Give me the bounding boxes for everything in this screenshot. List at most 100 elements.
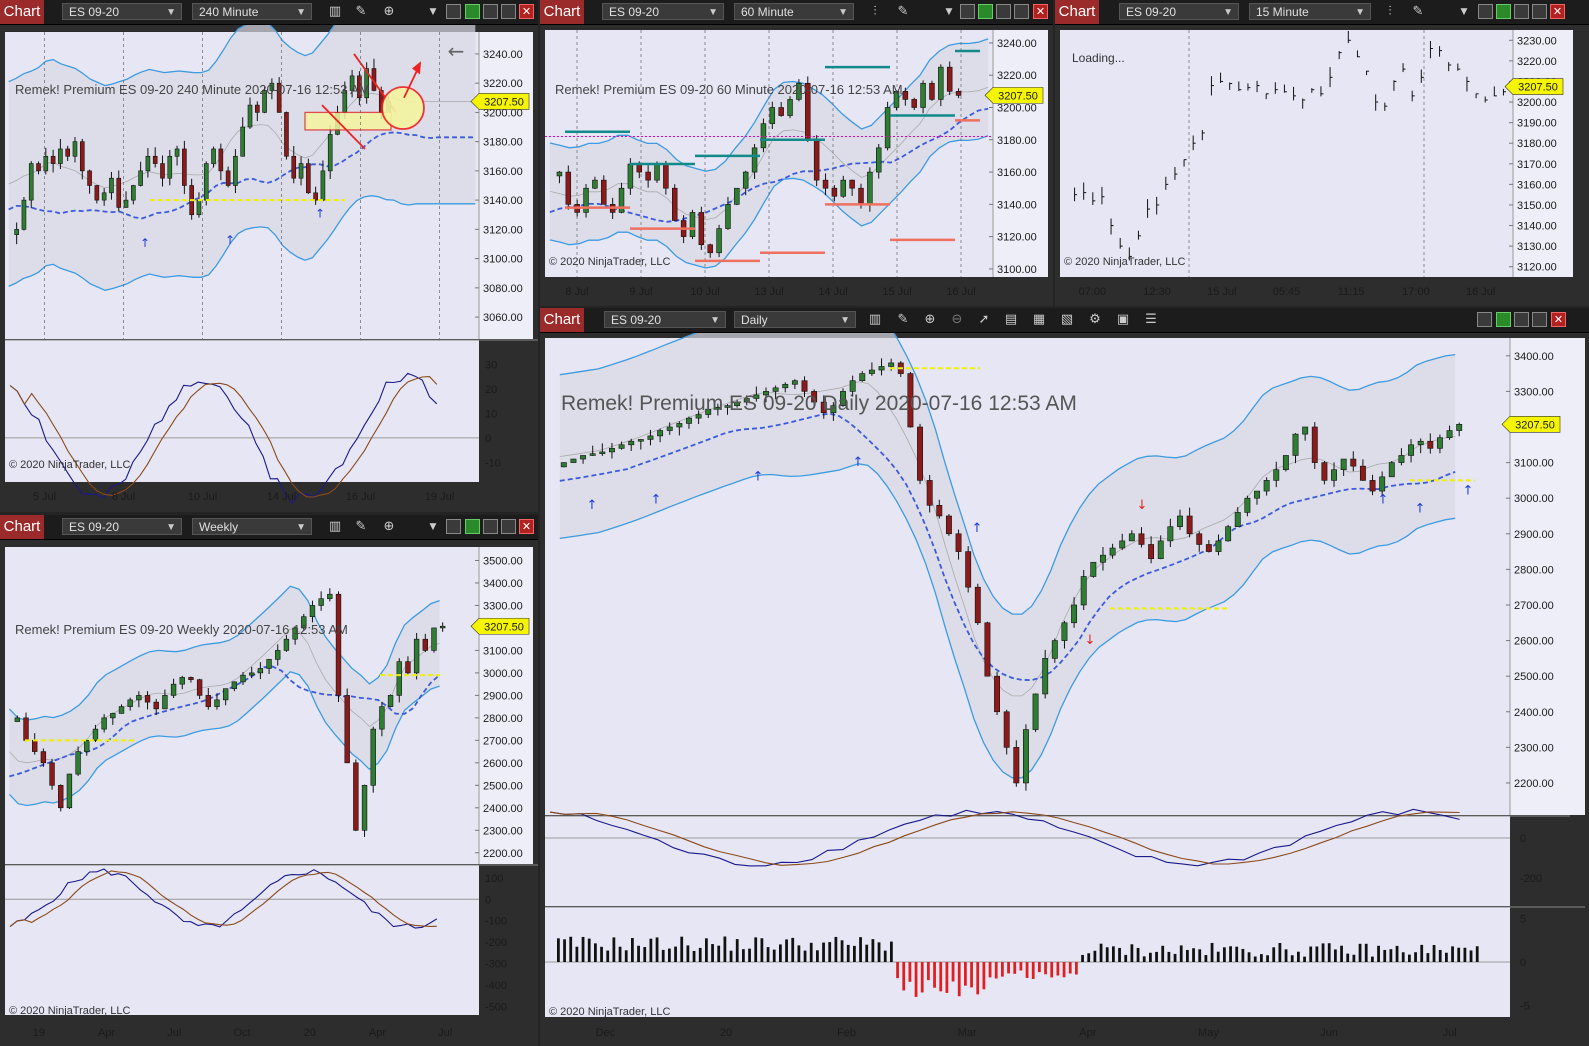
interval-selector[interactable]: Daily ▼ <box>734 311 856 328</box>
window-option-button[interactable] <box>446 4 461 19</box>
candle <box>984 622 991 677</box>
link-button[interactable] <box>978 4 993 19</box>
chart-15min[interactable]: 3120.00 3130.00 3140.00 3150.00 3160.00 3170.… <box>1055 25 1589 306</box>
minimize-button[interactable] <box>996 4 1011 19</box>
bar-type-icon[interactable]: ⫶ <box>873 4 877 19</box>
bar-type-icon[interactable]: ▥ <box>328 4 342 19</box>
window-option-button[interactable] <box>1478 4 1493 19</box>
zoom-in-icon[interactable]: ⊕ <box>924 312 936 327</box>
instrument-selector[interactable]: ES 09-20 ▼ <box>602 3 724 20</box>
buy-signal-icon: ↑ <box>315 207 325 221</box>
candle <box>1090 561 1097 577</box>
list-icon[interactable]: ☰ <box>1145 312 1157 327</box>
link-button[interactable] <box>1496 312 1511 327</box>
chart-window-15min[interactable]: Chart ES 09-20 ▼ 15 Minute ▼ ⫶ ✎ ▼ ✕ 3120.… <box>1055 0 1589 306</box>
histogram-bar <box>1426 953 1430 962</box>
chart-window-60min[interactable]: Chart ES 09-20 ▼ 60 Minute ▼ ⫶ ✎ ▼ ✕ 3100.… <box>540 0 1053 306</box>
chart-240min[interactable]: 3060.00 3080.00 3100.00 3120.00 3140.00 3160.… <box>0 25 538 512</box>
candle <box>647 435 654 440</box>
drawing-tool-icon[interactable]: ✎ <box>897 4 909 19</box>
minimize-button[interactable] <box>483 4 498 19</box>
close-button[interactable]: ✕ <box>519 519 534 534</box>
chart-window-240min[interactable]: Chart ES 09-20 ▼ 240 Minute ▼ ▥ ✎ ⊕ ▼ ✕ 30… <box>0 0 538 512</box>
drawing-tool-icon[interactable]: ✎ <box>355 4 367 19</box>
drawing-tool-icon[interactable]: ✎ <box>1412 4 1424 19</box>
chart-window-daily[interactable]: Chart ES 09-20 ▼ Daily ▼ ▥ ✎ ⊕ ⊖ ➚ ▤ ▦ ▧ ⚙… <box>540 308 1589 1046</box>
y-tick-label: 3000.00 <box>483 668 523 680</box>
close-button[interactable]: ✕ <box>1551 312 1566 327</box>
maximize-button[interactable] <box>1532 312 1547 327</box>
candle <box>618 187 625 213</box>
instrument-selector[interactable]: ES 09-20 ▼ <box>1119 3 1239 20</box>
chevron-down-icon[interactable]: ▼ <box>1460 7 1468 17</box>
candle <box>349 75 355 91</box>
histogram-bar <box>1186 949 1189 962</box>
close-button[interactable]: ✕ <box>519 4 534 19</box>
buy-signal-icon: ↑ <box>587 498 598 513</box>
candle <box>698 212 705 246</box>
chart-60min[interactable]: 3100.00 3120.00 3140.00 3160.00 3180.00 3200.… <box>540 25 1053 306</box>
chart-daily[interactable]: 2200.00 2300.00 2400.00 2500.00 2600.00 2700.… <box>540 333 1589 1046</box>
histogram-bar <box>809 942 813 962</box>
link-button[interactable] <box>465 4 480 19</box>
histogram-bar <box>1266 955 1269 962</box>
chevron-down-icon[interactable]: ▼ <box>429 7 437 17</box>
properties-icon[interactable]: ▦ <box>1032 312 1046 327</box>
strategies-icon[interactable]: ⚙ <box>1089 312 1101 327</box>
chevron-down-icon: ▼ <box>296 7 306 18</box>
instrument-selector[interactable]: ES 09-20 ▼ <box>62 3 182 20</box>
window-option-button[interactable] <box>1477 312 1492 327</box>
candle <box>266 659 272 669</box>
maximize-button[interactable] <box>1532 4 1547 19</box>
chart-window-weekly[interactable]: Chart ES 09-20 ▼ Weekly ▼ ▥ ✎ ⊕ ▼ ✕ 2200.0… <box>0 515 538 1046</box>
chart-weekly[interactable]: 2200.00 2300.00 2400.00 2500.00 2600.00 2700.… <box>0 540 538 1046</box>
minimize-button[interactable] <box>1514 312 1529 327</box>
chevron-down-icon[interactable]: ▼ <box>429 522 437 532</box>
drawing-tool-icon[interactable]: ✎ <box>355 519 367 534</box>
close-button[interactable]: ✕ <box>1033 4 1048 19</box>
link-button[interactable] <box>1496 4 1511 19</box>
data-box-icon[interactable]: ▤ <box>1004 312 1018 327</box>
maximize-button[interactable] <box>1014 4 1029 19</box>
histogram-bar <box>1136 947 1140 962</box>
bar-type-icon[interactable]: ▥ <box>328 519 342 534</box>
interval-selector[interactable]: 60 Minute ▼ <box>734 3 854 20</box>
zoom-icon[interactable]: ⊕ <box>383 519 395 534</box>
candle <box>118 706 125 714</box>
bar-type-icon[interactable]: ⫶ <box>1388 4 1392 19</box>
zoom-out-icon[interactable]: ⊖ <box>951 312 963 327</box>
maximize-button[interactable] <box>501 4 516 19</box>
indicators-icon[interactable]: ▧ <box>1060 312 1074 327</box>
close-button[interactable]: ✕ <box>1550 4 1565 19</box>
x-tick-label: 8 Jul <box>565 286 588 298</box>
instrument-selector[interactable]: ES 09-20 ▼ <box>62 518 182 535</box>
candle <box>1003 711 1010 748</box>
indicator-panel <box>545 816 1510 906</box>
candle <box>196 199 202 216</box>
interval-selector[interactable]: 240 Minute ▼ <box>192 3 312 20</box>
candle <box>188 677 194 680</box>
candle <box>830 405 837 414</box>
candle <box>907 373 914 428</box>
interval-selector[interactable]: 15 Minute ▼ <box>1249 3 1371 20</box>
maximize-button[interactable] <box>501 519 516 534</box>
pointer-icon[interactable]: ➚ <box>978 312 990 327</box>
histogram-bar <box>988 962 992 978</box>
templates-icon[interactable]: ▣ <box>1116 312 1130 327</box>
window-option-button[interactable] <box>960 4 975 19</box>
interval-selector[interactable]: Weekly ▼ <box>192 518 312 535</box>
instrument-selector[interactable]: ES 09-20 ▼ <box>604 311 726 328</box>
minimize-button[interactable] <box>483 519 498 534</box>
histogram-bar <box>1358 943 1362 962</box>
candle <box>301 616 307 629</box>
minimize-button[interactable] <box>1514 4 1529 19</box>
window-option-button[interactable] <box>446 519 461 534</box>
link-button[interactable] <box>465 519 480 534</box>
candle <box>58 148 63 164</box>
chevron-down-icon[interactable]: ▼ <box>945 7 953 17</box>
histogram-bar <box>1229 946 1232 962</box>
bar-type-icon[interactable]: ▥ <box>868 312 882 327</box>
chart-overlay-label: Remek! Premium ES 09-20 Daily 2020-07-16… <box>561 392 1077 415</box>
drawing-tool-icon[interactable]: ✎ <box>897 312 909 327</box>
zoom-icon[interactable]: ⊕ <box>383 4 395 19</box>
